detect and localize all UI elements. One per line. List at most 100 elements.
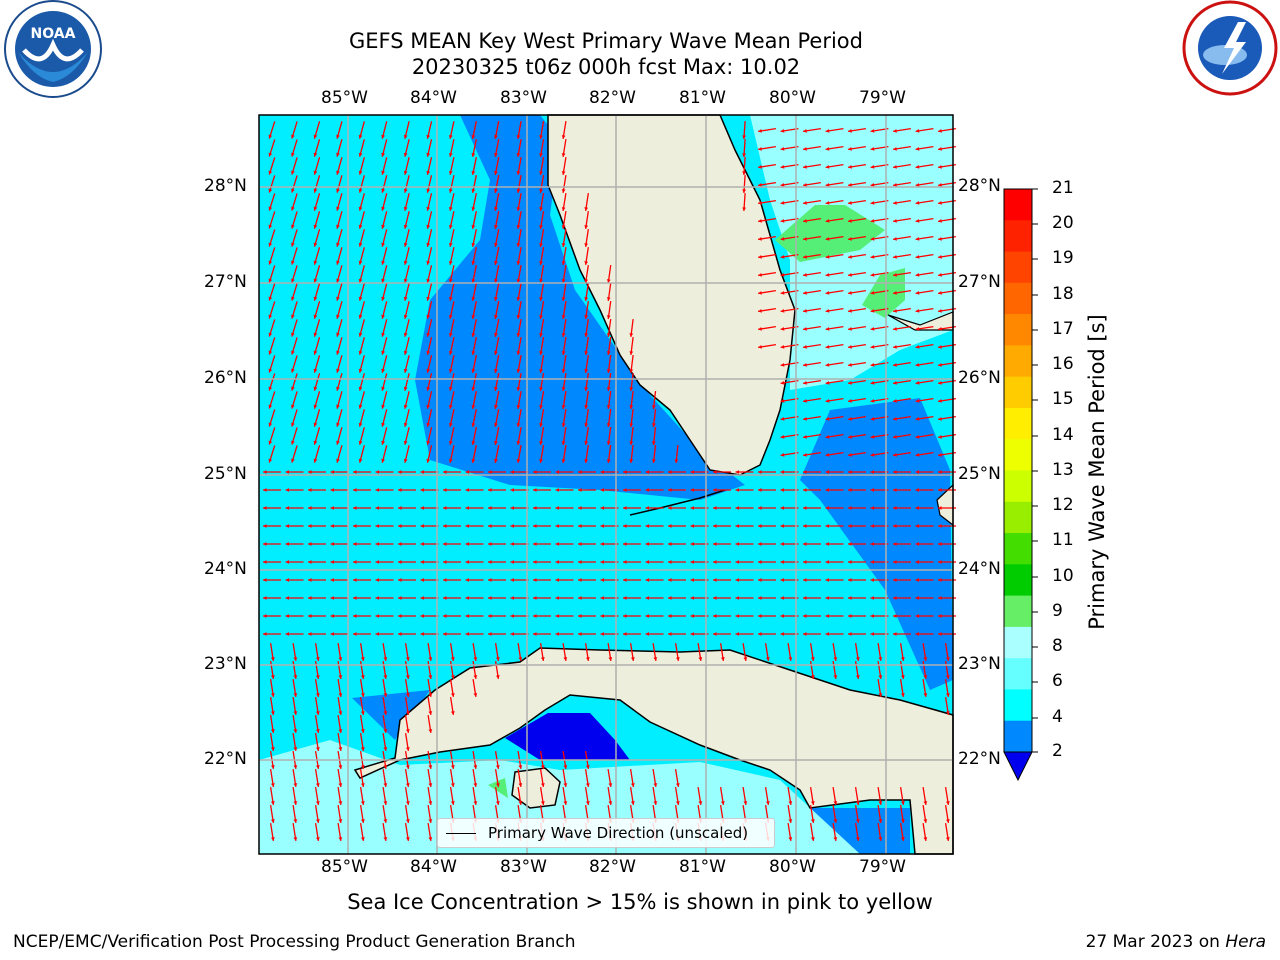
wave-arrow-head: [758, 182, 762, 187]
wave-arrow-head: [742, 189, 747, 193]
wave-arrow-head: [375, 614, 380, 618]
wave-arrow-head: [405, 657, 410, 661]
wave-arrow-head: [561, 315, 566, 319]
wave-arrow-head: [381, 224, 385, 229]
lat-label-right: 25°N: [958, 464, 1001, 484]
wave-arrow-head: [848, 272, 852, 277]
wave-arrow-head: [878, 819, 883, 823]
wave-arrow-head: [758, 218, 762, 223]
wave-arrow-head: [426, 260, 431, 265]
wave-arrow-head: [293, 729, 298, 733]
wave-arrow-head: [825, 416, 830, 421]
wave-arrow-head: [870, 488, 875, 492]
wave-arrow-head: [426, 278, 431, 283]
wave-arrow-head: [870, 542, 875, 546]
wave-arrow-head: [690, 470, 695, 474]
wave-arrow-head: [780, 596, 785, 600]
wave-arrow-head: [742, 153, 747, 157]
wave-arrow-head: [426, 188, 431, 193]
wave-arrow-head: [471, 440, 476, 445]
wave-arrow-head: [584, 387, 589, 391]
wave-arrow-head: [825, 560, 830, 564]
wave-arrow-head: [539, 405, 543, 409]
wave-arrow-head: [291, 386, 295, 391]
wave-arrow-head: [848, 614, 852, 618]
wave-arrow-head: [893, 182, 897, 187]
wave-arrow-head: [758, 344, 762, 349]
wave-arrow-head: [690, 596, 695, 600]
wave-arrow-head: [780, 326, 785, 331]
wave-arrow-head: [494, 369, 498, 373]
wave-arrow-head: [870, 398, 875, 403]
wave-arrow-head: [313, 206, 318, 211]
wave-arrow-head: [375, 524, 380, 528]
wave-arrow-head: [540, 801, 545, 805]
wave-arrow-head: [870, 614, 875, 618]
wave-arrow-head: [825, 128, 830, 133]
wave-arrow-head: [893, 542, 897, 546]
wave-arrow-head: [645, 560, 650, 564]
wave-arrow-head: [878, 693, 883, 697]
wave-arrow-head: [720, 801, 725, 805]
colorbar-tick: 19: [1052, 248, 1074, 268]
wave-arrow-head: [358, 134, 363, 139]
wave-arrow-head: [900, 675, 905, 679]
wave-arrow-head: [353, 524, 357, 528]
wave-arrow-head: [336, 332, 340, 337]
wave-arrow-head: [561, 243, 566, 247]
wave-arrow-head: [263, 470, 267, 474]
wave-arrow-head: [938, 398, 942, 403]
wave-arrow-head: [495, 657, 500, 661]
wave-arrow-head: [600, 470, 605, 474]
lat-label-right: 23°N: [958, 654, 1001, 674]
wave-arrow-head: [358, 152, 363, 157]
wave-arrow-head: [803, 560, 807, 564]
wave-arrow-head: [403, 296, 408, 301]
wave-arrow-head: [494, 171, 498, 175]
wave-arrow-head: [735, 470, 740, 474]
wave-arrow-head: [539, 369, 543, 373]
wave-arrow-head: [428, 657, 433, 661]
wave-arrow-head: [313, 404, 318, 409]
wave-arrow-head: [488, 524, 492, 528]
wave-arrow-head: [420, 578, 425, 582]
wave-arrow-head: [510, 560, 515, 564]
wave-arrow-head: [742, 171, 747, 175]
wave-arrow-head: [405, 711, 410, 715]
wave-arrow-head: [915, 308, 920, 313]
wave-arrow-head: [893, 560, 897, 564]
wave-arrow-head: [448, 170, 453, 175]
wave-arrow-head: [915, 326, 920, 331]
wave-arrow-head: [788, 801, 793, 805]
wave-arrow-head: [584, 225, 589, 229]
wave-arrow-head: [381, 440, 385, 445]
wave-arrow-head: [713, 632, 717, 636]
wave-arrow-head: [645, 632, 650, 636]
wave-arrow-head: [533, 524, 537, 528]
wave-arrow-head: [561, 171, 566, 175]
wave-arrow-head: [381, 422, 385, 427]
wave-arrow-head: [420, 488, 425, 492]
wave-arrow-head: [358, 440, 363, 445]
wave-arrow-head: [780, 254, 785, 259]
wave-arrow-head: [923, 657, 928, 661]
wave-arrow-head: [870, 380, 875, 385]
wave-arrow-head: [893, 416, 897, 421]
wave-arrow-head: [268, 332, 273, 337]
wave-arrow-head: [938, 488, 942, 492]
colorbar-segment: [1004, 501, 1032, 534]
colorbar-segment: [1004, 345, 1032, 378]
wave-arrow-head: [539, 441, 543, 445]
wave-arrow-head: [915, 344, 920, 349]
wave-arrow-head: [383, 783, 388, 787]
wave-arrow-head: [471, 386, 476, 391]
wave-arrow-head: [900, 693, 905, 697]
wave-arrow-head: [915, 218, 920, 223]
wave-arrow-head: [803, 326, 807, 331]
wave-arrow-head: [494, 279, 498, 283]
wave-arrow-head: [848, 218, 852, 223]
wave-arrow-head: [674, 459, 679, 463]
wave-arrow-head: [893, 326, 897, 331]
wave-arrow-head: [539, 351, 543, 355]
wave-arrow-head: [758, 506, 762, 510]
